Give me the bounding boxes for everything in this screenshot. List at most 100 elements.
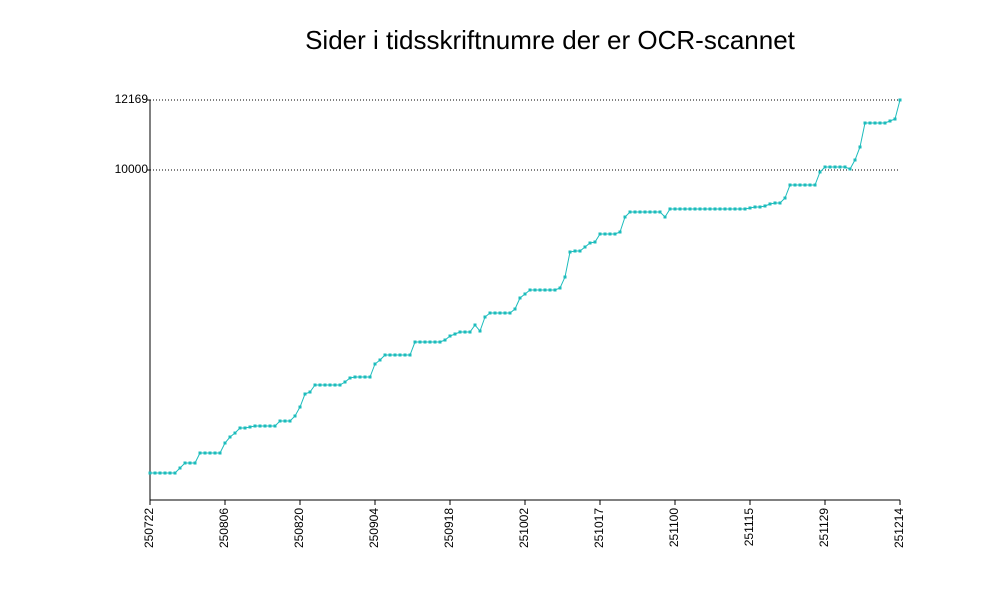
data-point: [243, 426, 247, 430]
data-point: [703, 207, 707, 211]
data-point: [433, 340, 437, 344]
data-point: [833, 165, 837, 169]
x-tick-label: 250918: [442, 508, 456, 548]
data-point: [473, 323, 477, 327]
data-point: [368, 375, 372, 379]
data-point: [308, 390, 312, 394]
data-point: [673, 207, 677, 211]
data-point: [618, 230, 622, 234]
data-point: [483, 315, 487, 319]
data-point: [868, 121, 872, 125]
data-point: [803, 183, 807, 187]
data-point: [318, 383, 322, 387]
data-point: [858, 145, 862, 149]
data-point: [268, 424, 272, 428]
data-point: [278, 419, 282, 423]
data-point: [218, 451, 222, 455]
data-point: [458, 330, 462, 334]
data-point: [203, 451, 207, 455]
data-point: [898, 98, 902, 102]
data-point: [198, 451, 202, 455]
data-point: [358, 375, 362, 379]
data-point: [588, 241, 592, 245]
data-point: [808, 183, 812, 187]
data-point: [248, 425, 252, 429]
data-point: [593, 240, 597, 244]
data-point: [623, 215, 627, 219]
data-point: [313, 383, 317, 387]
x-tick-label: 251002: [517, 508, 531, 548]
data-point: [488, 311, 492, 315]
data-point: [298, 405, 302, 409]
data-point: [773, 201, 777, 205]
data-point: [653, 210, 657, 214]
data-point: [403, 353, 407, 357]
data-point: [408, 353, 412, 357]
data-point: [583, 245, 587, 249]
data-point: [288, 419, 292, 423]
data-point: [348, 376, 352, 380]
data-point: [523, 292, 527, 296]
data-point: [158, 471, 162, 475]
data-point: [183, 461, 187, 465]
data-point: [428, 340, 432, 344]
data-point: [888, 119, 892, 123]
data-point: [883, 121, 887, 125]
data-point: [478, 329, 482, 333]
data-point: [793, 183, 797, 187]
data-point: [213, 451, 217, 455]
data-point: [708, 207, 712, 211]
data-point: [373, 362, 377, 366]
data-point: [333, 383, 337, 387]
data-point: [878, 121, 882, 125]
data-point: [193, 461, 197, 465]
data-point: [668, 207, 672, 211]
data-point: [263, 424, 267, 428]
data-point: [813, 183, 817, 187]
data-point: [513, 307, 517, 311]
data-point: [638, 210, 642, 214]
data-point: [178, 466, 182, 470]
data-point: [768, 202, 772, 206]
data-point: [303, 392, 307, 396]
data-point: [363, 375, 367, 379]
data-point: [828, 165, 832, 169]
data-point: [893, 117, 897, 121]
data-point: [328, 383, 332, 387]
data-point: [398, 353, 402, 357]
data-point: [538, 288, 542, 292]
data-point: [853, 158, 857, 162]
data-point: [238, 426, 242, 430]
data-point: [438, 340, 442, 344]
data-point: [643, 210, 647, 214]
data-point: [468, 330, 472, 334]
data-point: [168, 471, 172, 475]
data-point: [418, 340, 422, 344]
data-point: [603, 232, 607, 236]
x-tick-label: 251214: [892, 508, 906, 548]
x-tick-label: 250904: [367, 508, 381, 548]
data-point: [378, 358, 382, 362]
data-point: [413, 340, 417, 344]
data-point: [148, 471, 152, 475]
data-point: [533, 288, 537, 292]
y-tick-label: 10000: [115, 162, 149, 176]
data-point: [873, 121, 877, 125]
data-point: [783, 196, 787, 200]
data-point: [293, 414, 297, 418]
data-point: [563, 275, 567, 279]
data-point: [608, 232, 612, 236]
y-tick-label: 12169: [115, 92, 149, 106]
data-point: [838, 165, 842, 169]
data-point: [788, 183, 792, 187]
data-point: [738, 207, 742, 211]
data-point: [498, 311, 502, 315]
data-point: [208, 451, 212, 455]
data-point: [718, 207, 722, 211]
data-point: [173, 471, 177, 475]
data-point: [223, 441, 227, 445]
data-point: [383, 353, 387, 357]
data-point: [663, 215, 667, 219]
data-point: [698, 207, 702, 211]
data-point: [723, 207, 727, 211]
